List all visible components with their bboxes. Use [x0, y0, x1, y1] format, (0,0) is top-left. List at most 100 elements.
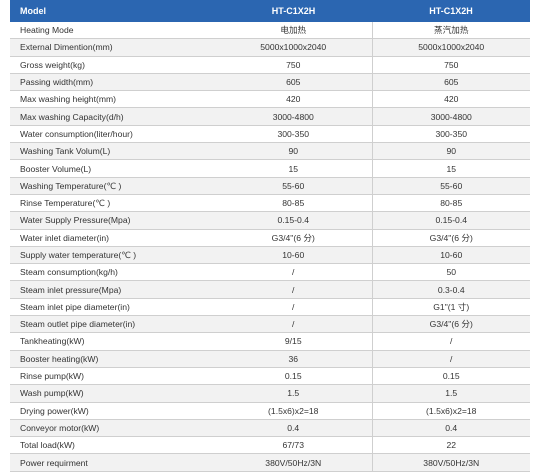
- row-label: Water inlet diameter(in): [10, 229, 215, 247]
- row-label: Total load(kW): [10, 436, 215, 455]
- row-value-electric: (1.5x6)x2=18: [215, 402, 373, 420]
- table-row: Tankheating(kW) 9/15/: [10, 332, 530, 351]
- row-value-steam: 22: [372, 436, 530, 455]
- table-row: Rinse pump(kW) 0.15 0.15: [10, 367, 530, 386]
- row-value-steam: /: [372, 332, 530, 351]
- row-value-steam: (1.5x6)x2=18: [372, 402, 530, 420]
- row-value-electric: 9/15: [215, 332, 373, 351]
- table-row: Passing width(mm) 605 605: [10, 73, 530, 92]
- row-label: Drying power(kW): [10, 402, 215, 420]
- row-value-steam: 0.15: [372, 367, 530, 386]
- row-value-electric: 750: [215, 56, 373, 74]
- row-value-steam: G3/4"(6 分): [372, 229, 530, 247]
- table-row: Rinse Temperature(℃ ) 80-85 80-85: [10, 194, 530, 213]
- row-label: Booster heating(kW): [10, 350, 215, 368]
- table-row: Steam inlet pressure(Mpa)/0.3-0.4: [10, 280, 530, 299]
- row-value-steam: 300-350: [372, 125, 530, 144]
- row-value-steam: 蒸汽加热: [372, 22, 530, 40]
- row-label: Max washing height(mm): [10, 90, 215, 109]
- row-label: Passing width(mm): [10, 73, 215, 92]
- row-label: Steam inlet pressure(Mpa): [10, 280, 215, 299]
- row-label: Wash pump(kW): [10, 384, 215, 403]
- row-value-electric: 380V/50Hz/3N: [215, 453, 373, 472]
- row-label: Max washing Capacity(d/h): [10, 107, 215, 126]
- row-label: Washing Temperature(℃ ): [10, 177, 215, 195]
- row-value-steam: 0.3-0.4: [372, 280, 530, 299]
- spec-table: Model HT-C1X2H HT-C1X2H Heating Mode 电加热蒸…: [10, 0, 530, 472]
- row-value-electric: 90: [215, 142, 373, 161]
- row-value-electric: 0.15: [215, 367, 373, 386]
- row-value-steam: 10-60: [372, 246, 530, 265]
- row-value-steam: 0.4: [372, 419, 530, 438]
- row-value-steam: 3000-4800: [372, 107, 530, 126]
- table-row: External Dimention(mm) 5000x1000x2040 5000…: [10, 38, 530, 57]
- table-row: Conveyor motor(kW) 0.4 0.4: [10, 419, 530, 438]
- table-row: Wash pump(kW) 1.5 1.5: [10, 384, 530, 403]
- row-label: Steam consumption(kg/h): [10, 263, 215, 282]
- row-value-electric: 0.15-0.4: [215, 211, 373, 230]
- row-value-electric: 605: [215, 73, 373, 92]
- row-label: Power requirment: [10, 453, 215, 472]
- row-label: Water consumption(liter/hour): [10, 125, 215, 144]
- row-value-steam: /: [372, 350, 530, 368]
- row-value-steam: 15: [372, 159, 530, 178]
- row-label: Conveyor motor(kW): [10, 419, 215, 438]
- table-row: Supply water temperature(℃ ) 10-60 10-60: [10, 246, 530, 265]
- table-row: Steam outlet pipe diameter(in) / G3/4"(6 分…: [10, 315, 530, 334]
- row-value-electric: 55-60: [215, 177, 373, 195]
- table-row: Drying power(kW) (1.5x6)x2=18 (1.5x6)x2=18: [10, 402, 530, 420]
- row-value-electric: 420: [215, 90, 373, 109]
- table-row: Water Supply Pressure(Mpa) 0.15-0.4 0.15-0…: [10, 211, 530, 230]
- row-value-steam: 1.5: [372, 384, 530, 403]
- row-value-steam: 90: [372, 142, 530, 161]
- row-value-electric: /: [215, 298, 373, 317]
- row-value-electric: /: [215, 315, 373, 334]
- row-label: Steam outlet pipe diameter(in): [10, 315, 215, 334]
- table-row: Steam consumption(kg/h)/50: [10, 263, 530, 282]
- row-value-electric: 电加热: [215, 22, 373, 40]
- table-row: Water inlet diameter(in) G3/4"(6 分) G3/4"(…: [10, 229, 530, 247]
- row-value-steam: 605: [372, 73, 530, 92]
- table-row: Total load(kW) 67/73 22: [10, 436, 530, 455]
- row-label: Heating Mode: [10, 22, 215, 40]
- table-row: Gross weight(kg) 750 750: [10, 56, 530, 74]
- row-label: Booster Volume(L): [10, 159, 215, 178]
- row-value-electric: 15: [215, 159, 373, 178]
- row-value-electric: 1.5: [215, 384, 373, 403]
- row-label: Water Supply Pressure(Mpa): [10, 211, 215, 230]
- row-value-electric: 3000-4800: [215, 107, 373, 126]
- row-label: Supply water temperature(℃ ): [10, 246, 215, 265]
- row-value-electric: 5000x1000x2040: [215, 38, 373, 57]
- row-label: Steam inlet pipe diameter(in): [10, 298, 215, 317]
- header-steam-model: HT-C1X2H: [372, 0, 530, 22]
- row-value-electric: 0.4: [215, 419, 373, 438]
- table-row: Heating Mode 电加热 蒸汽加热: [10, 22, 530, 40]
- row-label: Rinse Temperature(℃ ): [10, 194, 215, 213]
- table-row: Max washing height(mm) 420 420: [10, 90, 530, 109]
- table-row: Power requirment 380V/50Hz/3N 380V/50Hz/3N: [10, 453, 530, 472]
- row-label: External Dimention(mm): [10, 38, 215, 57]
- row-value-steam: 380V/50Hz/3N: [372, 453, 530, 472]
- table-row: Steam inlet pipe diameter(in) / G1"(1 寸): [10, 298, 530, 317]
- row-value-steam: 80-85: [372, 194, 530, 213]
- row-label: Washing Tank Volum(L): [10, 142, 215, 161]
- row-value-electric: G3/4"(6 分): [215, 229, 373, 247]
- row-value-steam: 750: [372, 56, 530, 74]
- header-row: Model HT-C1X2H HT-C1X2H: [10, 0, 530, 22]
- spec-table-container: Model HT-C1X2H HT-C1X2H Heating Mode 电加热蒸…: [10, 0, 530, 472]
- header-model: Model: [10, 0, 215, 22]
- table-row: Max washing Capacity(d/h) 3000-4800 3000-4…: [10, 107, 530, 126]
- header-electric-model: HT-C1X2H: [215, 0, 372, 22]
- row-label: Rinse pump(kW): [10, 367, 215, 386]
- row-value-steam: G3/4"(6 分): [372, 315, 530, 334]
- row-value-steam: 50: [372, 263, 530, 282]
- row-value-steam: 55-60: [372, 177, 530, 195]
- row-value-electric: 300-350: [215, 125, 373, 144]
- row-label: Tankheating(kW): [10, 332, 215, 351]
- spec-table-body: Heating Mode 电加热 蒸汽加热 External Dimention(mm…: [10, 22, 530, 472]
- table-row: Washing Temperature(℃ ) 55-60 55-60: [10, 177, 530, 195]
- row-value-electric: 67/73: [215, 436, 373, 455]
- row-value-steam: 420: [372, 90, 530, 109]
- table-row: Booster Volume(L) 15 15: [10, 159, 530, 178]
- row-value-electric: 36: [215, 350, 373, 368]
